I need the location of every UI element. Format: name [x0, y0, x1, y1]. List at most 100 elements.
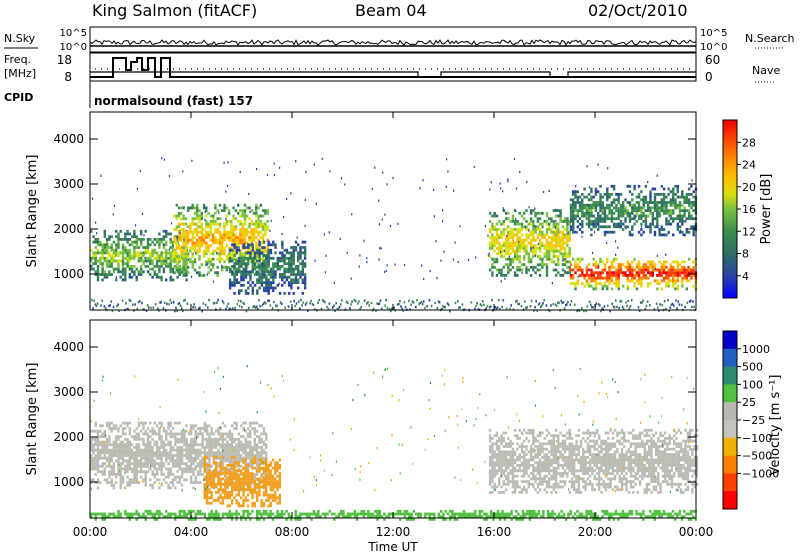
power-colorbar-tick-label: 24 — [742, 159, 756, 172]
power-cell — [587, 276, 591, 280]
power-cell — [202, 236, 206, 239]
power-cell — [566, 265, 569, 269]
velocity-cell — [142, 462, 145, 465]
power-cell — [624, 225, 627, 229]
velocity-cell — [215, 472, 218, 475]
power-cell — [242, 278, 245, 282]
power-cell — [552, 233, 555, 237]
power-cell — [550, 230, 553, 234]
power-cell — [559, 244, 562, 248]
velocity-cell — [128, 478, 131, 482]
velocity-cell — [128, 446, 131, 449]
power-cell — [452, 258, 455, 261]
power-cell — [633, 187, 636, 191]
power-cell — [624, 220, 627, 223]
power-cell — [162, 251, 166, 255]
power-cell — [176, 262, 179, 266]
power-cell — [488, 220, 492, 223]
power-cell — [297, 267, 300, 271]
velocity-cell — [228, 496, 231, 500]
velocity-cell — [205, 477, 209, 481]
power-cell — [366, 302, 368, 305]
power-cell — [585, 309, 587, 313]
power-cell — [647, 225, 650, 229]
power-cell — [660, 279, 663, 283]
velocity-cell — [137, 424, 141, 428]
power-cell — [658, 193, 661, 196]
power-cell — [642, 299, 644, 302]
power-cell — [606, 276, 609, 280]
power-cell — [151, 240, 154, 244]
power-cell — [672, 217, 675, 221]
power-cell — [252, 228, 256, 231]
power-cell — [256, 292, 259, 295]
power-cell — [615, 203, 618, 207]
power-cell — [167, 262, 170, 266]
power-cell — [205, 214, 208, 218]
velocity-cell — [180, 446, 184, 449]
power-cell — [518, 222, 521, 226]
power-cell — [288, 292, 291, 295]
velocity-cell — [258, 485, 261, 489]
power-cell — [214, 249, 217, 253]
power-cell — [112, 213, 114, 216]
power-cell — [509, 247, 512, 250]
power-cell — [185, 267, 188, 271]
velocity-cell — [212, 451, 216, 455]
velocity-cell — [255, 499, 259, 502]
velocity-cell — [255, 491, 259, 494]
power-cell — [260, 267, 264, 271]
power-cell — [568, 271, 571, 275]
power-cell — [590, 209, 593, 212]
power-cell — [594, 203, 598, 207]
velocity-cell — [190, 462, 193, 465]
power-cell — [637, 195, 641, 199]
velocity-cell — [142, 448, 145, 452]
power-cell — [92, 267, 95, 271]
power-cell — [660, 209, 663, 212]
velocity-cell — [240, 446, 243, 449]
power-cell — [445, 185, 447, 188]
power-cell — [250, 233, 253, 237]
power-cell — [292, 267, 295, 271]
power-cell — [658, 309, 660, 312]
velocity-cell — [205, 451, 209, 455]
velocity-cell — [178, 481, 181, 484]
velocity-cell — [244, 454, 247, 457]
power-cell — [631, 217, 634, 221]
power-cell — [177, 268, 181, 272]
velocity-cell — [251, 448, 254, 452]
power-cell — [235, 246, 239, 249]
velocity-cell — [158, 454, 161, 457]
power-cell — [615, 271, 618, 275]
velocity-cell — [233, 481, 236, 484]
power-cell — [165, 278, 168, 282]
velocity-cell — [235, 459, 238, 463]
velocity-cell — [267, 464, 270, 467]
power-cell — [239, 230, 242, 234]
power-cell — [255, 211, 258, 215]
power-cell — [615, 198, 618, 202]
velocity-cell — [235, 443, 238, 447]
power-cell — [196, 214, 199, 218]
power-cell — [142, 238, 145, 241]
velocity-cell — [151, 483, 154, 487]
power-cell — [545, 249, 549, 253]
freq-frame — [89, 52, 697, 82]
freq-tick-top: 18 — [57, 53, 72, 67]
power-cell — [529, 217, 533, 221]
power-cell — [162, 246, 166, 249]
power-cell — [290, 278, 293, 282]
power-cell — [303, 281, 307, 284]
velocity-cell — [142, 451, 145, 455]
power-cell — [563, 252, 567, 256]
power-cell — [145, 260, 147, 263]
power-cell — [665, 222, 668, 226]
power-cell — [115, 251, 118, 255]
power-cell — [241, 214, 244, 218]
power-cell — [231, 273, 234, 276]
velocity-cell — [196, 473, 200, 476]
power-cell — [105, 246, 109, 249]
power-cell — [126, 251, 129, 255]
power-cell — [597, 264, 600, 267]
